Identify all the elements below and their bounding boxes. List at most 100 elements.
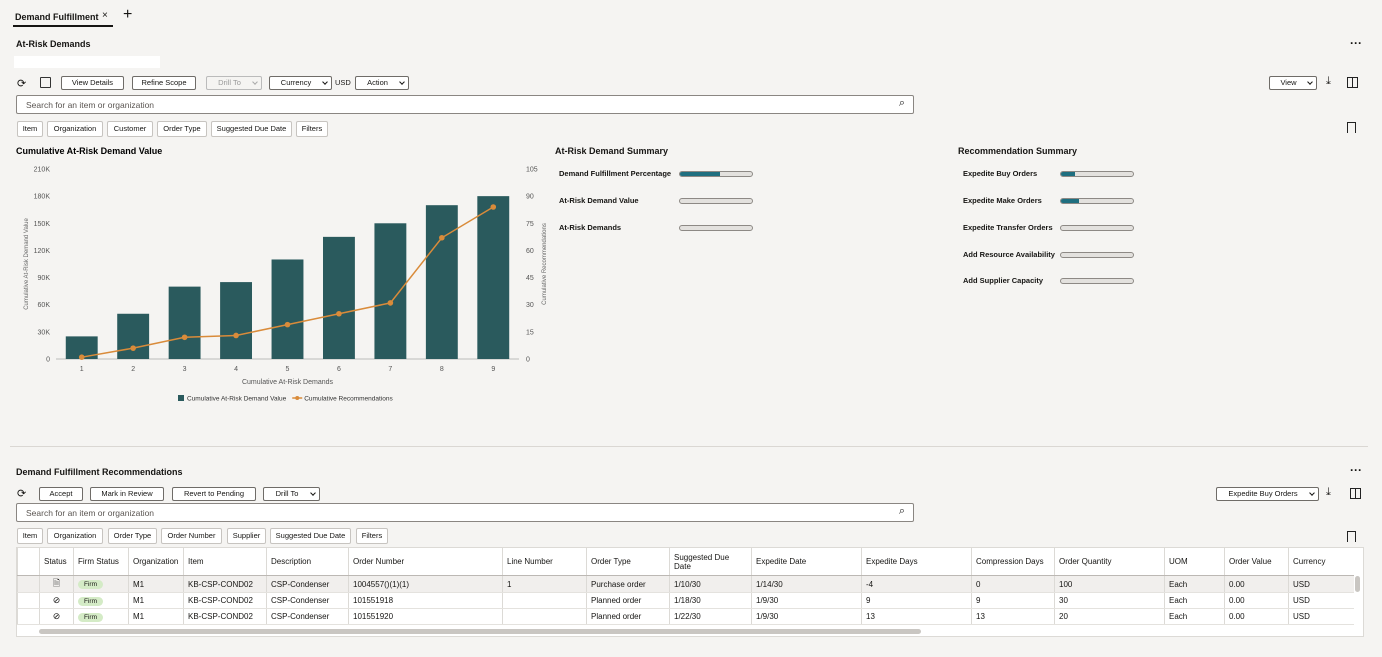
cell: 1/9/30	[751, 608, 862, 625]
y-tick-label: 180K	[34, 194, 51, 201]
bookmark[interactable]	[1347, 122, 1356, 133]
column-header[interactable]: Expedite Date	[751, 548, 862, 576]
refresh[interactable]: ⟳	[17, 78, 27, 90]
y-tick-label: 0	[46, 357, 50, 364]
view-details-button[interactable]: View Details	[61, 76, 124, 90]
currency-button[interactable]: Currency	[269, 76, 332, 90]
banner	[14, 56, 160, 68]
filter-chip[interactable]: Order Type	[108, 528, 157, 544]
firm-badge: Firm	[78, 596, 103, 606]
refresh[interactable]: ⟳	[17, 488, 27, 500]
filter-chip[interactable]: Order Number	[161, 528, 222, 544]
table-row[interactable]: ⊘ Firm M1 KB-CSP-COND02 CSP-Condenser 1015519…	[17, 608, 1354, 625]
search-box[interactable]: Search for an item or organization ⌕	[16, 503, 914, 522]
filter-chip[interactable]: Suggested Due Date	[270, 528, 351, 544]
filter-chip[interactable]: Filters	[356, 528, 388, 544]
column-header[interactable]: Order Value	[1224, 548, 1289, 576]
view-button[interactable]: View	[1269, 76, 1317, 90]
table-row[interactable]: 🗎 Firm M1 KB-CSP-COND02 CSP-Condenser 1004557…	[17, 575, 1354, 593]
progress-track	[1060, 278, 1134, 284]
column-header[interactable]: Firm Status	[73, 548, 129, 576]
view-select[interactable]: Expedite Buy Orders	[1216, 487, 1319, 501]
column-header[interactable]: Description	[266, 548, 349, 576]
cell: Purchase order	[586, 575, 670, 593]
panel-toggle[interactable]	[1347, 77, 1358, 88]
summary-label: Add Supplier Capacity	[963, 276, 1044, 285]
select-cell	[17, 592, 40, 609]
filter-chip[interactable]: Organization	[47, 121, 103, 137]
cell: 0.00	[1224, 592, 1289, 609]
divider	[10, 446, 1368, 447]
cell: Each	[1164, 575, 1225, 593]
legend-label: Cumulative At-Risk Demand Value	[187, 396, 287, 403]
search-box[interactable]: Search for an item or organization ⌕	[16, 95, 914, 114]
progress-fill	[1061, 172, 1076, 176]
cell: 0.00	[1224, 575, 1289, 593]
line-point	[284, 321, 291, 328]
filter-chip[interactable]: Item	[17, 121, 43, 137]
chart: Cumulative At-Risk Demand Value 0 30K 60K 9…	[16, 146, 548, 403]
y2-tick-label: 90	[526, 194, 534, 201]
more-menu[interactable]: ···	[1350, 36, 1362, 50]
filter-chip[interactable]: Item	[17, 528, 43, 544]
column-header[interactable]: Order Type	[586, 548, 670, 576]
progress-track	[679, 225, 753, 231]
table-row[interactable]: ⊘ Firm M1 KB-CSP-COND02 CSP-Condenser 1015519…	[17, 592, 1354, 609]
filter-chip[interactable]: Filters	[296, 121, 328, 137]
chart-title: Cumulative At-Risk Demand Value	[16, 146, 162, 156]
more-menu[interactable]: ···	[1350, 463, 1362, 477]
cell: -4	[861, 575, 972, 593]
line-point	[181, 334, 188, 341]
download[interactable]: ⤓	[1326, 486, 1331, 498]
column-header[interactable]: Suggested Due Date	[669, 548, 752, 576]
close-tab[interactable]: ×	[102, 10, 108, 21]
v-scrollbar[interactable]	[1355, 576, 1360, 592]
filter-chip[interactable]: Supplier	[227, 528, 266, 544]
filter-chip[interactable]: Suggested Due Date	[211, 121, 292, 137]
y2-tick-label: 30	[526, 302, 534, 309]
add-tab[interactable]: +	[123, 6, 133, 23]
cell: CSP-Condenser	[266, 608, 349, 625]
tab-label[interactable]: Demand Fulfillment	[15, 12, 99, 22]
column-header[interactable]: Order Quantity	[1054, 548, 1165, 576]
revert-button[interactable]: Revert to Pending	[172, 487, 256, 501]
cell: USD	[1288, 592, 1354, 609]
column-header[interactable]: Order Number	[348, 548, 503, 576]
filter-chip[interactable]: Customer	[107, 121, 153, 137]
notes[interactable]	[40, 77, 51, 88]
cell: 1/9/30	[751, 592, 862, 609]
line-point	[233, 332, 239, 339]
column-header[interactable]: Line Number	[502, 548, 587, 576]
line-point	[387, 300, 394, 306]
column-header[interactable]: UOM	[1164, 548, 1225, 576]
panel-toggle[interactable]	[1350, 488, 1361, 499]
refine-scope-button[interactable]: Refine Scope	[132, 76, 196, 90]
h-scrollbar[interactable]	[39, 629, 921, 634]
column-header[interactable]: Currency	[1288, 548, 1354, 576]
column-header[interactable]: Organization	[128, 548, 184, 576]
filter-chip[interactable]: Organization	[47, 528, 103, 544]
action-button[interactable]: Action	[355, 76, 409, 90]
mark-in-review-button[interactable]: Mark in Review	[90, 487, 164, 501]
cell: 1004557()(1)(1)	[348, 575, 503, 593]
cell: 1	[502, 575, 587, 593]
summary-title: At-Risk Demand Summary	[555, 146, 669, 156]
bookmark[interactable]	[1347, 531, 1356, 542]
filter-chip[interactable]: Order Type	[157, 121, 207, 137]
select-cell	[17, 608, 40, 625]
column-header[interactable]: Compression Days	[971, 548, 1055, 576]
column-header[interactable]: Status	[39, 548, 74, 576]
accept-button[interactable]: Accept	[39, 487, 83, 501]
y-tick-label: 150K	[34, 221, 51, 228]
column-header[interactable]: Expedite Days	[861, 548, 972, 576]
download[interactable]: ⤓	[1326, 75, 1331, 87]
column-header[interactable]: Item	[183, 548, 267, 576]
cell: 30	[1054, 592, 1165, 609]
drill-to-button[interactable]: Drill To	[263, 487, 320, 501]
summary-label: Add Resource Availability	[963, 250, 1055, 259]
drill-to-button[interactable]: Drill To	[206, 76, 262, 90]
cell: KB-CSP-COND02	[183, 592, 267, 609]
progress-fill	[680, 172, 720, 176]
cell: Firm	[73, 592, 129, 609]
progress-track	[1060, 198, 1134, 204]
